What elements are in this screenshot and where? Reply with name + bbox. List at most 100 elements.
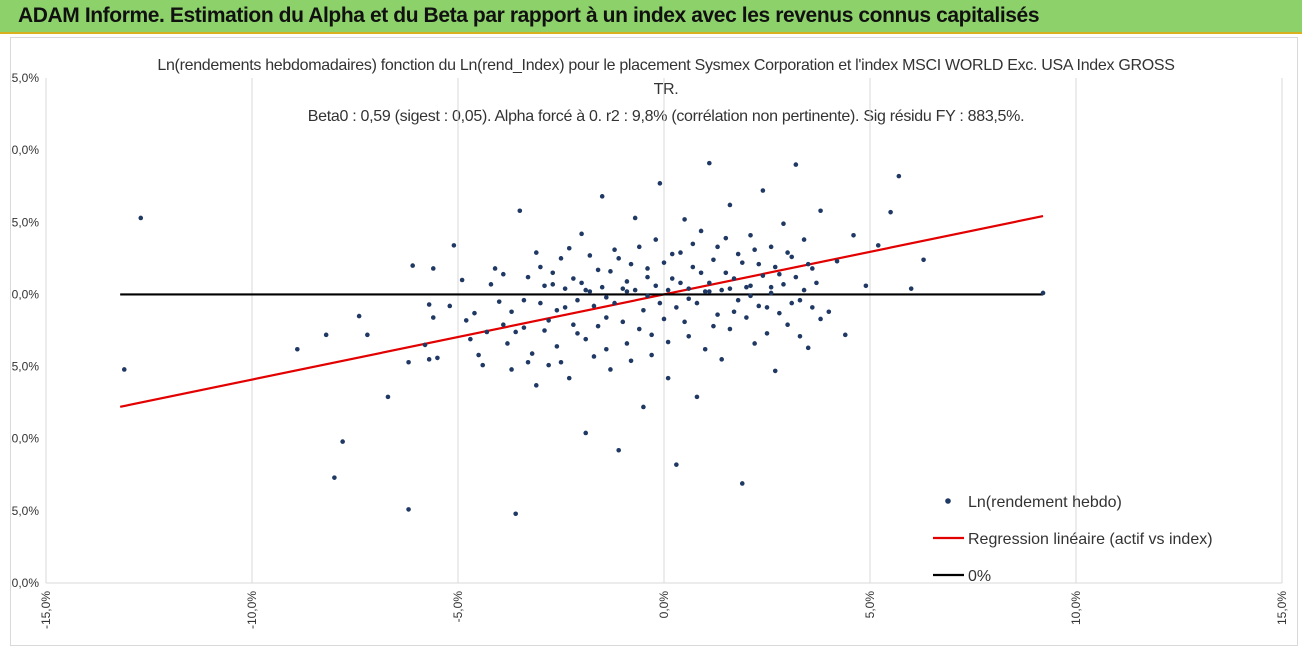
scatter-point	[542, 328, 547, 333]
scatter-point	[694, 300, 700, 306]
scatter-point	[641, 404, 646, 410]
scatter-point	[583, 430, 589, 436]
scatter-point	[649, 352, 654, 358]
scatter-point	[599, 194, 605, 199]
scatter-point	[571, 322, 576, 328]
scatter-point	[789, 300, 795, 306]
scatter-point	[810, 305, 815, 310]
scatter-point	[546, 318, 551, 323]
scatter-point	[517, 208, 523, 214]
scatter-point	[529, 351, 535, 356]
scatter-point	[620, 319, 626, 325]
scatter-point	[579, 231, 584, 237]
scatter-point	[624, 341, 630, 346]
scatter-point	[575, 297, 580, 303]
scatter-point	[744, 284, 749, 290]
scatter-point	[921, 257, 926, 263]
scatter-point	[513, 511, 518, 517]
scatter-point	[501, 271, 506, 277]
scatter-point	[777, 310, 782, 316]
scatter-point	[686, 296, 692, 302]
report-banner: ADAM Informe. Estimation du Alpha et du …	[0, 0, 1302, 34]
scatter-point	[583, 287, 589, 293]
scatter-point	[546, 362, 551, 368]
scatter-point	[739, 481, 745, 486]
scatter-point	[768, 290, 774, 296]
scatter-point	[735, 251, 741, 257]
scatter-point	[641, 308, 646, 313]
legend-label: 0%	[968, 568, 991, 585]
scatter-point	[719, 357, 724, 362]
scatter-point	[579, 280, 584, 286]
scatter-point	[595, 323, 601, 329]
scatter-point	[896, 173, 902, 179]
scatter-point	[566, 245, 572, 251]
scatter-point	[558, 359, 564, 365]
scatter-point	[735, 297, 741, 303]
scatter-point	[682, 319, 687, 325]
scatter-point	[653, 237, 659, 242]
scatter-point	[496, 299, 502, 304]
scatter-point	[711, 323, 716, 329]
scatter-point	[748, 293, 753, 299]
scatter-point	[768, 284, 774, 290]
scatter-point	[748, 283, 753, 289]
scatter-point	[571, 276, 576, 281]
x-tick-label: 15,0%	[1275, 591, 1289, 625]
scatter-point	[435, 355, 440, 361]
x-tick-label: 10,0%	[1069, 591, 1083, 625]
scatter-point	[566, 375, 572, 381]
scatter-point	[332, 475, 337, 480]
scatter-point	[525, 359, 531, 365]
scatter-point	[686, 286, 692, 291]
scatter-point	[834, 258, 840, 264]
scatter-point	[505, 341, 510, 346]
scatter-points	[121, 160, 1046, 517]
scatter-point	[587, 253, 593, 258]
scatter-point	[698, 228, 704, 234]
scatter-point	[801, 237, 807, 242]
scatter-point	[707, 280, 712, 286]
scatter-point	[620, 286, 626, 291]
scatter-point	[550, 270, 556, 276]
scatter-point	[801, 287, 807, 293]
scatter-point	[550, 282, 556, 287]
scatter-point	[657, 300, 663, 306]
scatter-point	[707, 160, 712, 166]
scatter-point	[295, 346, 300, 352]
scatter-point	[628, 358, 634, 364]
scatter-point	[612, 247, 617, 252]
scatter-point	[797, 333, 803, 339]
scatter-point	[480, 362, 486, 368]
scatter-point	[463, 318, 469, 323]
scatter-point	[665, 287, 671, 293]
scatter-point	[715, 312, 720, 317]
scatter-point	[558, 256, 564, 261]
scatter-point	[764, 305, 770, 310]
scatter-point	[591, 354, 597, 359]
scatter-point	[340, 439, 345, 444]
scatter-point	[468, 336, 473, 342]
x-tick-label: 5,0%	[863, 591, 877, 619]
scatter-point	[875, 243, 881, 248]
scatter-point	[430, 315, 436, 320]
scatter-point	[702, 289, 708, 294]
scatter-point	[492, 266, 498, 271]
y-tick-label: -5,0%	[11, 360, 39, 374]
scatter-point	[406, 359, 411, 365]
scatter-point	[661, 260, 667, 265]
scatter-point	[797, 297, 803, 303]
scatter-point	[649, 332, 654, 338]
scatter-point	[501, 322, 506, 328]
scatter-point	[752, 341, 757, 346]
scatter-point	[760, 188, 766, 193]
scatter-point	[608, 367, 613, 372]
scatter-point	[406, 507, 411, 512]
scatter-point	[810, 266, 815, 271]
scatter-point	[426, 302, 432, 307]
scatter-point	[476, 352, 481, 358]
scatter-point	[554, 308, 560, 313]
scatter-point	[731, 276, 737, 281]
chart-legend: Ln(rendement hebdo) Regression linéaire (…	[933, 494, 1213, 585]
scatter-point	[521, 297, 527, 303]
